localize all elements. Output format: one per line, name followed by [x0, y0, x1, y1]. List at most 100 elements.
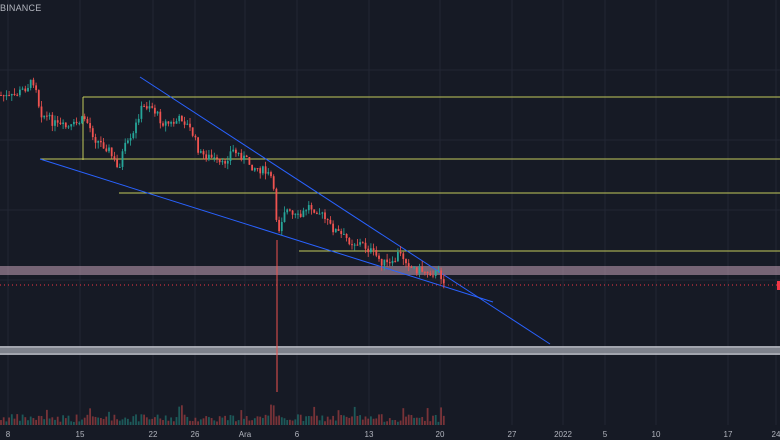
- volume-bar: [272, 405, 275, 425]
- volume-bar: [137, 421, 140, 425]
- volume-bar: [248, 420, 251, 425]
- volume-bar: [359, 415, 361, 425]
- candle-body: [351, 244, 353, 246]
- volume-bar: [291, 420, 294, 425]
- volume-bar: [73, 421, 75, 425]
- candle-body: [283, 212, 286, 222]
- candle-body: [175, 121, 178, 124]
- candle-body: [434, 270, 437, 276]
- volume-bar: [140, 414, 143, 425]
- volume-bar: [267, 415, 270, 425]
- candle-body: [235, 149, 237, 154]
- volume-bar: [105, 416, 108, 425]
- upper-trendline[interactable]: [139, 76, 551, 345]
- volume-bar: [197, 421, 199, 425]
- volume-bar: [164, 415, 167, 425]
- candle-body: [194, 135, 197, 138]
- candle-body: [113, 156, 116, 160]
- volume-bar: [210, 418, 213, 425]
- resistance-zone[interactable]: [0, 266, 780, 275]
- candle-body: [318, 213, 321, 215]
- volume-bar: [167, 420, 170, 425]
- candle-body: [19, 89, 21, 96]
- exchange-label: BINANCE: [0, 3, 42, 13]
- candle-body: [216, 157, 218, 159]
- volume-bar: [437, 421, 440, 425]
- candle-body: [81, 116, 83, 124]
- volume-bar: [356, 415, 359, 425]
- candle-body: [91, 128, 94, 138]
- candle-body: [48, 114, 51, 117]
- candle-body: [181, 115, 183, 122]
- volume-bar: [116, 419, 118, 425]
- candle-body: [164, 121, 167, 126]
- candle-body: [237, 152, 240, 154]
- candle-body: [375, 249, 378, 256]
- candle-body: [140, 105, 143, 119]
- candle-body: [394, 260, 397, 262]
- volume-bar: [370, 416, 372, 425]
- candle-body: [421, 266, 424, 272]
- volume-bar: [397, 421, 399, 425]
- candle-body: [243, 155, 245, 160]
- volume-bar: [388, 418, 391, 425]
- volume-bar: [205, 416, 208, 425]
- candle-body: [0, 95, 2, 96]
- volume-bar: [56, 416, 59, 425]
- candle-body: [426, 271, 429, 274]
- volume-bar: [81, 419, 83, 425]
- candle-body: [253, 168, 256, 171]
- volume-bar: [135, 414, 137, 425]
- candle-body: [245, 155, 248, 158]
- candle-body: [232, 149, 235, 152]
- volume-bar: [54, 419, 56, 425]
- volume-bar: [216, 421, 218, 425]
- volume-bar: [21, 414, 24, 425]
- support-zone[interactable]: [0, 346, 780, 355]
- volume-bar: [302, 421, 305, 425]
- volume-bar: [27, 420, 29, 425]
- candle-body: [334, 228, 337, 233]
- volume-bar: [310, 416, 313, 425]
- date-tick-label: 8: [6, 430, 11, 439]
- candle-body: [67, 126, 70, 128]
- candle-body: [294, 213, 297, 215]
- date-tick-label: 2022: [554, 430, 572, 439]
- volume-bar: [110, 420, 113, 425]
- date-tick-label: 27: [508, 430, 517, 439]
- volume-bar: [89, 408, 91, 425]
- candle-body: [59, 122, 62, 124]
- volume-bar: [16, 414, 19, 425]
- volume-bar: [118, 420, 121, 425]
- volume-bar: [348, 417, 351, 425]
- volume-bar: [121, 419, 124, 425]
- volume-bar: [102, 419, 105, 425]
- candle-body: [5, 94, 8, 97]
- lower-trendline[interactable]: [39, 158, 494, 303]
- candle-body: [224, 161, 226, 164]
- volume-bar: [132, 416, 135, 425]
- candle-body: [29, 79, 32, 88]
- candle-body: [167, 121, 170, 124]
- volume-bar: [46, 409, 48, 425]
- candle-body: [32, 79, 35, 86]
- candle-body: [229, 151, 232, 161]
- last-price-tag[interactable]: [777, 281, 780, 290]
- candle-body: [337, 228, 340, 232]
- volume-bar: [178, 406, 181, 425]
- candle-body: [437, 270, 440, 272]
- volume-bar: [251, 420, 253, 425]
- candle-body: [291, 210, 294, 215]
- volume-bar: [440, 407, 442, 425]
- volume-bar: [113, 414, 116, 425]
- candle-body: [388, 262, 391, 264]
- candle-body: [170, 122, 172, 124]
- date-tick-label: 13: [365, 430, 374, 439]
- candle-body: [413, 267, 415, 269]
- volume-bar: [345, 416, 348, 425]
- volume-bar: [208, 417, 210, 425]
- candle-body: [56, 120, 59, 123]
- volume-bar: [270, 404, 272, 425]
